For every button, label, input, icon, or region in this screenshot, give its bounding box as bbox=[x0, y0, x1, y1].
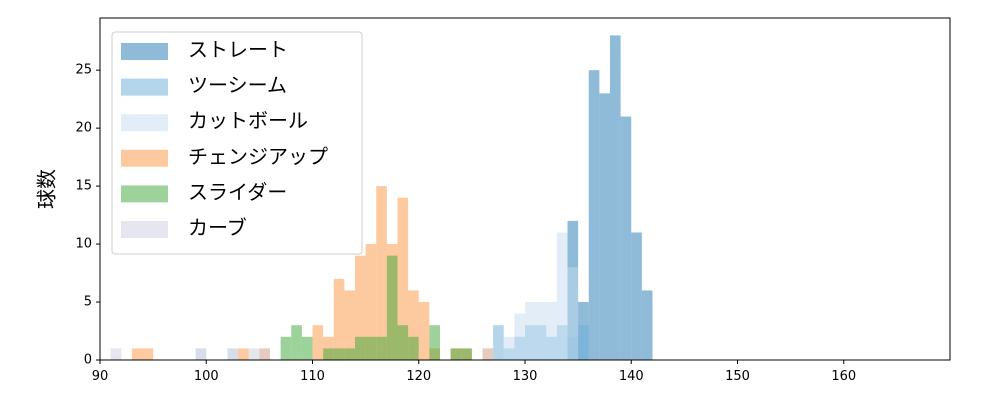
y-tick-label: 5 bbox=[84, 295, 92, 310]
bar bbox=[344, 290, 355, 360]
legend-label: カーブ bbox=[188, 216, 247, 240]
bar bbox=[248, 348, 260, 360]
bar bbox=[110, 348, 122, 360]
x-tick-label: 110 bbox=[300, 369, 325, 384]
bar bbox=[355, 336, 366, 360]
bar bbox=[429, 325, 440, 360]
legend-swatch bbox=[121, 43, 168, 60]
bar bbox=[493, 325, 504, 360]
y-tick-label: 15 bbox=[75, 179, 92, 194]
legend-label: スライダー bbox=[188, 180, 287, 204]
legend-swatch bbox=[121, 149, 168, 167]
bar bbox=[461, 348, 472, 360]
y-tick-label: 25 bbox=[75, 63, 92, 78]
bar bbox=[631, 232, 642, 360]
legend-swatch bbox=[121, 185, 168, 203]
bar bbox=[333, 348, 345, 360]
bar bbox=[503, 336, 515, 360]
bar bbox=[525, 302, 536, 360]
bar bbox=[301, 336, 313, 360]
bar bbox=[333, 278, 345, 360]
legend-label: ストレート bbox=[188, 38, 288, 62]
bar bbox=[418, 302, 430, 360]
bar bbox=[620, 116, 632, 360]
legend-label: カットボール bbox=[188, 109, 308, 133]
legend-label: ツーシーム bbox=[188, 73, 287, 97]
bar bbox=[238, 348, 249, 360]
bar bbox=[546, 302, 557, 360]
bar bbox=[482, 348, 494, 360]
x-tick-label: 90 bbox=[92, 369, 109, 384]
x-tick-label: 130 bbox=[513, 369, 538, 384]
bar bbox=[259, 348, 270, 360]
bar bbox=[386, 255, 398, 360]
legend-label: チェンジアップ bbox=[188, 144, 328, 168]
bar bbox=[365, 336, 377, 360]
bar bbox=[599, 93, 610, 361]
bar bbox=[397, 325, 409, 360]
legend-swatch bbox=[121, 114, 168, 132]
legend-swatch bbox=[121, 78, 168, 96]
bar bbox=[610, 35, 621, 360]
bar bbox=[376, 336, 387, 360]
bar bbox=[365, 244, 377, 360]
x-tick-label: 140 bbox=[619, 369, 644, 384]
x-tick-label: 160 bbox=[831, 369, 856, 384]
bar bbox=[195, 348, 207, 360]
bar bbox=[291, 325, 302, 360]
bar bbox=[280, 336, 292, 360]
bar bbox=[567, 267, 579, 360]
bar bbox=[355, 255, 366, 360]
bar bbox=[408, 336, 419, 360]
bar bbox=[408, 290, 419, 360]
x-tick-label: 100 bbox=[194, 369, 219, 384]
bar bbox=[323, 348, 334, 360]
bar bbox=[376, 186, 387, 360]
legend-box bbox=[111, 31, 363, 255]
bar bbox=[578, 325, 589, 360]
bar bbox=[131, 348, 143, 360]
bar bbox=[312, 325, 324, 360]
bar bbox=[514, 313, 525, 360]
y-tick-label: 10 bbox=[75, 237, 92, 252]
y-tick-label: 0 bbox=[84, 353, 92, 368]
x-tick-label: 150 bbox=[725, 369, 750, 384]
y-tick-label: 20 bbox=[75, 121, 92, 136]
bar bbox=[450, 348, 462, 360]
bar bbox=[142, 348, 154, 360]
legend-swatch bbox=[121, 221, 168, 238]
bar bbox=[588, 70, 600, 360]
bar bbox=[344, 348, 355, 360]
bar bbox=[227, 348, 239, 360]
y-axis-label: 球数 bbox=[35, 169, 59, 209]
bar bbox=[535, 302, 547, 360]
x-tick-label: 120 bbox=[406, 369, 431, 384]
bar bbox=[556, 232, 568, 360]
bar bbox=[641, 290, 653, 360]
bar bbox=[397, 197, 409, 360]
